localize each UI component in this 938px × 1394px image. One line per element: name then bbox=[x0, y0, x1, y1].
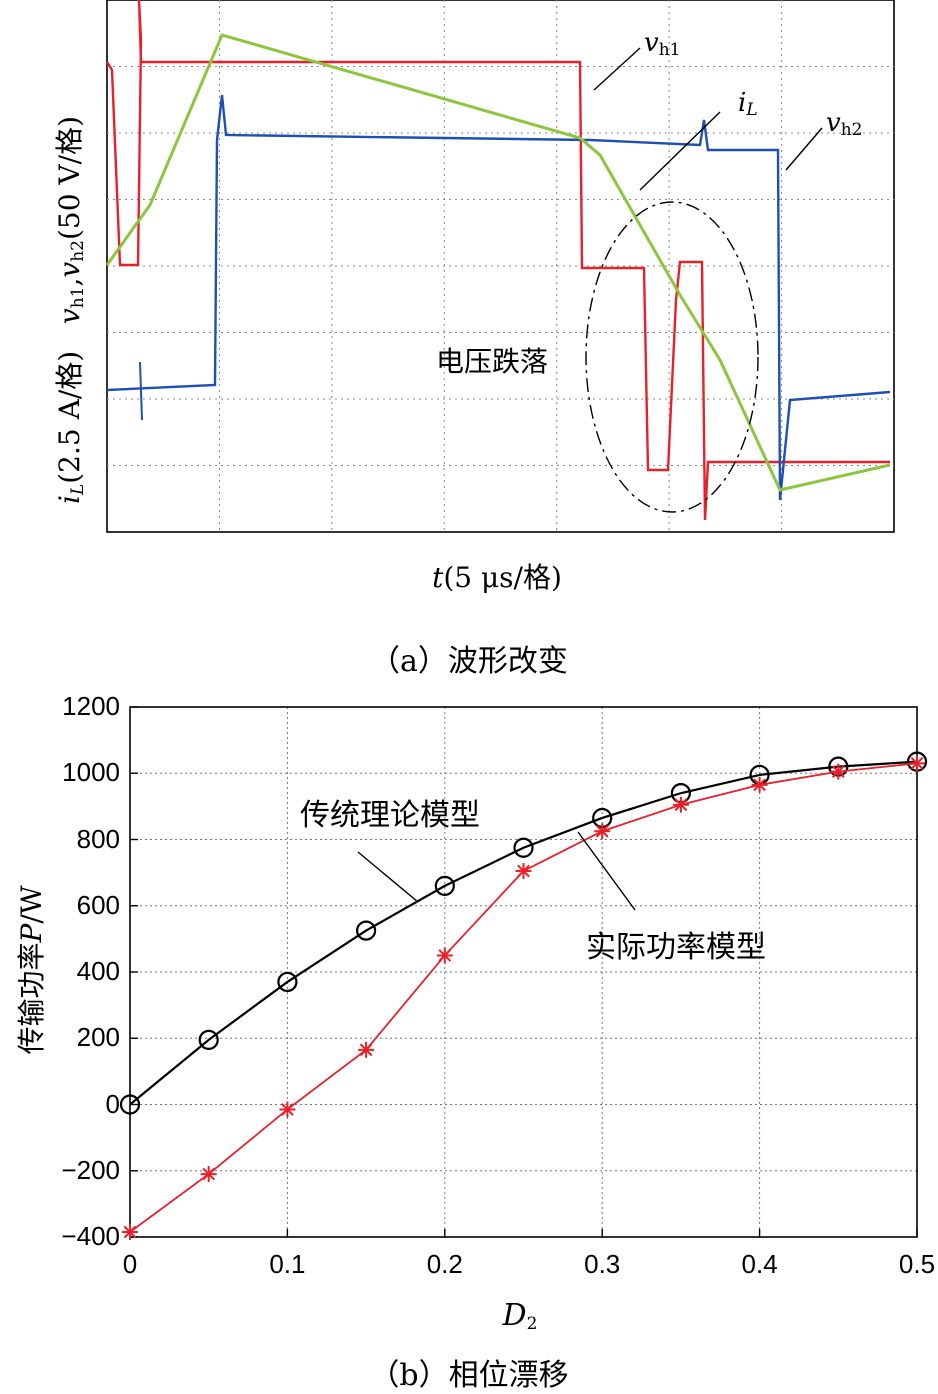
caption-a: （a）波形改变 bbox=[370, 644, 568, 679]
x-tick-label: 0.3 bbox=[584, 1249, 621, 1279]
label-iL: iL bbox=[738, 88, 758, 120]
panel-a-y-axis-label: iL(2.5 A/格) vh1,vh2(50 V/格) bbox=[53, 115, 88, 505]
y-tick-label: 600 bbox=[76, 889, 120, 920]
label-vh2: vh2 bbox=[826, 108, 863, 140]
chart-series bbox=[119, 751, 928, 1241]
point-asterisk bbox=[279, 1101, 296, 1118]
label-voltage-drop: 电压跌落 bbox=[436, 345, 549, 378]
point-circle bbox=[356, 920, 377, 941]
point-asterisk bbox=[358, 1041, 375, 1058]
point-circle bbox=[119, 1094, 141, 1115]
caption-b: （b）相位漂移 bbox=[369, 1358, 569, 1393]
leader-actual bbox=[577, 831, 636, 911]
voltage-drop-ellipse bbox=[585, 201, 759, 513]
trace-vh1 bbox=[105, 0, 890, 521]
x-tick-label: 0.2 bbox=[426, 1249, 463, 1279]
trace-vh2 bbox=[106, 94, 891, 501]
trace-vh2-spike bbox=[139, 361, 143, 421]
oscilloscope-plot bbox=[105, 0, 895, 533]
x-axis-label: D2 bbox=[502, 1298, 538, 1334]
y-tick-label: −200 bbox=[61, 1154, 120, 1185]
chart-grid bbox=[130, 707, 917, 1237]
panel-a-x-axis-label: t(5 μs/格) bbox=[432, 561, 562, 594]
point-asterisk bbox=[200, 1166, 217, 1183]
x-tick-label: 0.4 bbox=[741, 1249, 778, 1279]
osc-grid bbox=[107, 0, 894, 532]
point-asterisk bbox=[122, 1224, 138, 1241]
y-tick-label: 200 bbox=[76, 1022, 120, 1053]
y-tick-label: 1200 bbox=[62, 691, 120, 721]
point-asterisk bbox=[830, 763, 847, 780]
y-tick-label: 0 bbox=[105, 1088, 120, 1119]
point-asterisk bbox=[594, 823, 611, 840]
y-tick-label: 400 bbox=[76, 956, 120, 986]
x-tick-label: 0.5 bbox=[898, 1249, 936, 1279]
y-tick-label: 800 bbox=[76, 823, 120, 854]
point-asterisk bbox=[751, 776, 768, 793]
label-traditional-model: 传统理论模型 bbox=[300, 798, 480, 833]
x-tick-label: 0.1 bbox=[269, 1249, 306, 1279]
trace-iL bbox=[105, 33, 891, 492]
x-tick-label: 0 bbox=[122, 1249, 138, 1279]
y-axis-label: 传输功率P/W bbox=[15, 885, 48, 1055]
label-vh1: vh1 bbox=[644, 28, 681, 60]
leader-traditional bbox=[357, 851, 419, 903]
point-circle bbox=[198, 1029, 219, 1051]
chart-frame bbox=[129, 706, 918, 1238]
chart-ticks bbox=[129, 706, 918, 1238]
point-circle bbox=[277, 971, 298, 993]
series-line bbox=[129, 762, 918, 1233]
power-chart bbox=[119, 706, 928, 1241]
leader-vh1 bbox=[593, 47, 641, 91]
series-line bbox=[129, 760, 918, 1106]
y-tick-label: −400 bbox=[61, 1221, 120, 1251]
point-circle bbox=[434, 875, 455, 896]
leader-iL bbox=[639, 111, 721, 191]
y-tick-label: 1000 bbox=[62, 757, 120, 788]
point-asterisk bbox=[515, 862, 532, 879]
label-actual-model: 实际功率模型 bbox=[586, 930, 766, 965]
point-asterisk bbox=[436, 947, 453, 964]
osc-frame bbox=[106, 0, 895, 533]
leader-vh2 bbox=[785, 127, 823, 171]
point-asterisk bbox=[672, 796, 689, 813]
point-circle bbox=[513, 837, 534, 858]
point-asterisk bbox=[909, 755, 925, 772]
